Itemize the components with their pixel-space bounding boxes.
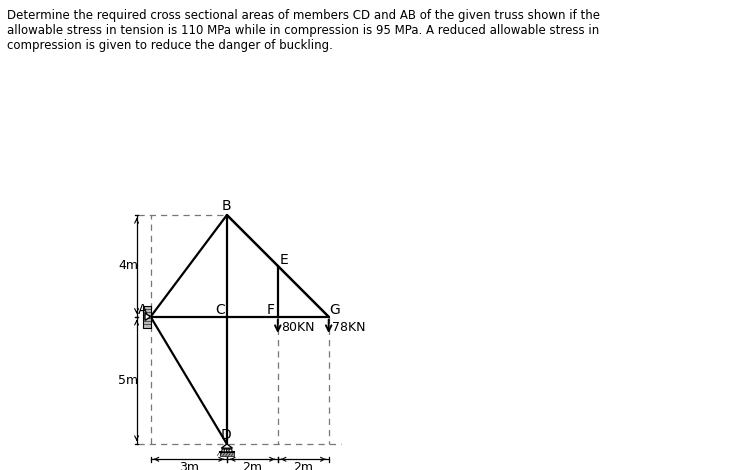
Text: E: E [280,252,289,266]
Text: 2m: 2m [243,461,262,470]
Text: G: G [330,304,341,317]
Text: 4m: 4m [118,259,138,273]
Polygon shape [221,444,232,448]
Polygon shape [145,313,151,321]
Text: Determine the required cross sectional areas of members CD and AB of the given t: Determine the required cross sectional a… [7,9,600,52]
Text: F: F [267,304,275,317]
Bar [143,306,151,328]
Circle shape [224,449,227,452]
Text: 3m: 3m [179,461,199,470]
Text: 5m: 5m [118,374,138,387]
Text: D: D [220,428,231,442]
Text: 80KN: 80KN [281,321,314,334]
Text: C: C [215,304,224,317]
Circle shape [229,449,232,452]
Circle shape [227,449,230,452]
Bar [220,452,234,455]
Text: 2m: 2m [293,461,314,470]
Text: B: B [222,199,232,213]
Circle shape [221,449,225,452]
Text: 78KN: 78KN [332,321,366,334]
Text: A: A [138,304,148,317]
